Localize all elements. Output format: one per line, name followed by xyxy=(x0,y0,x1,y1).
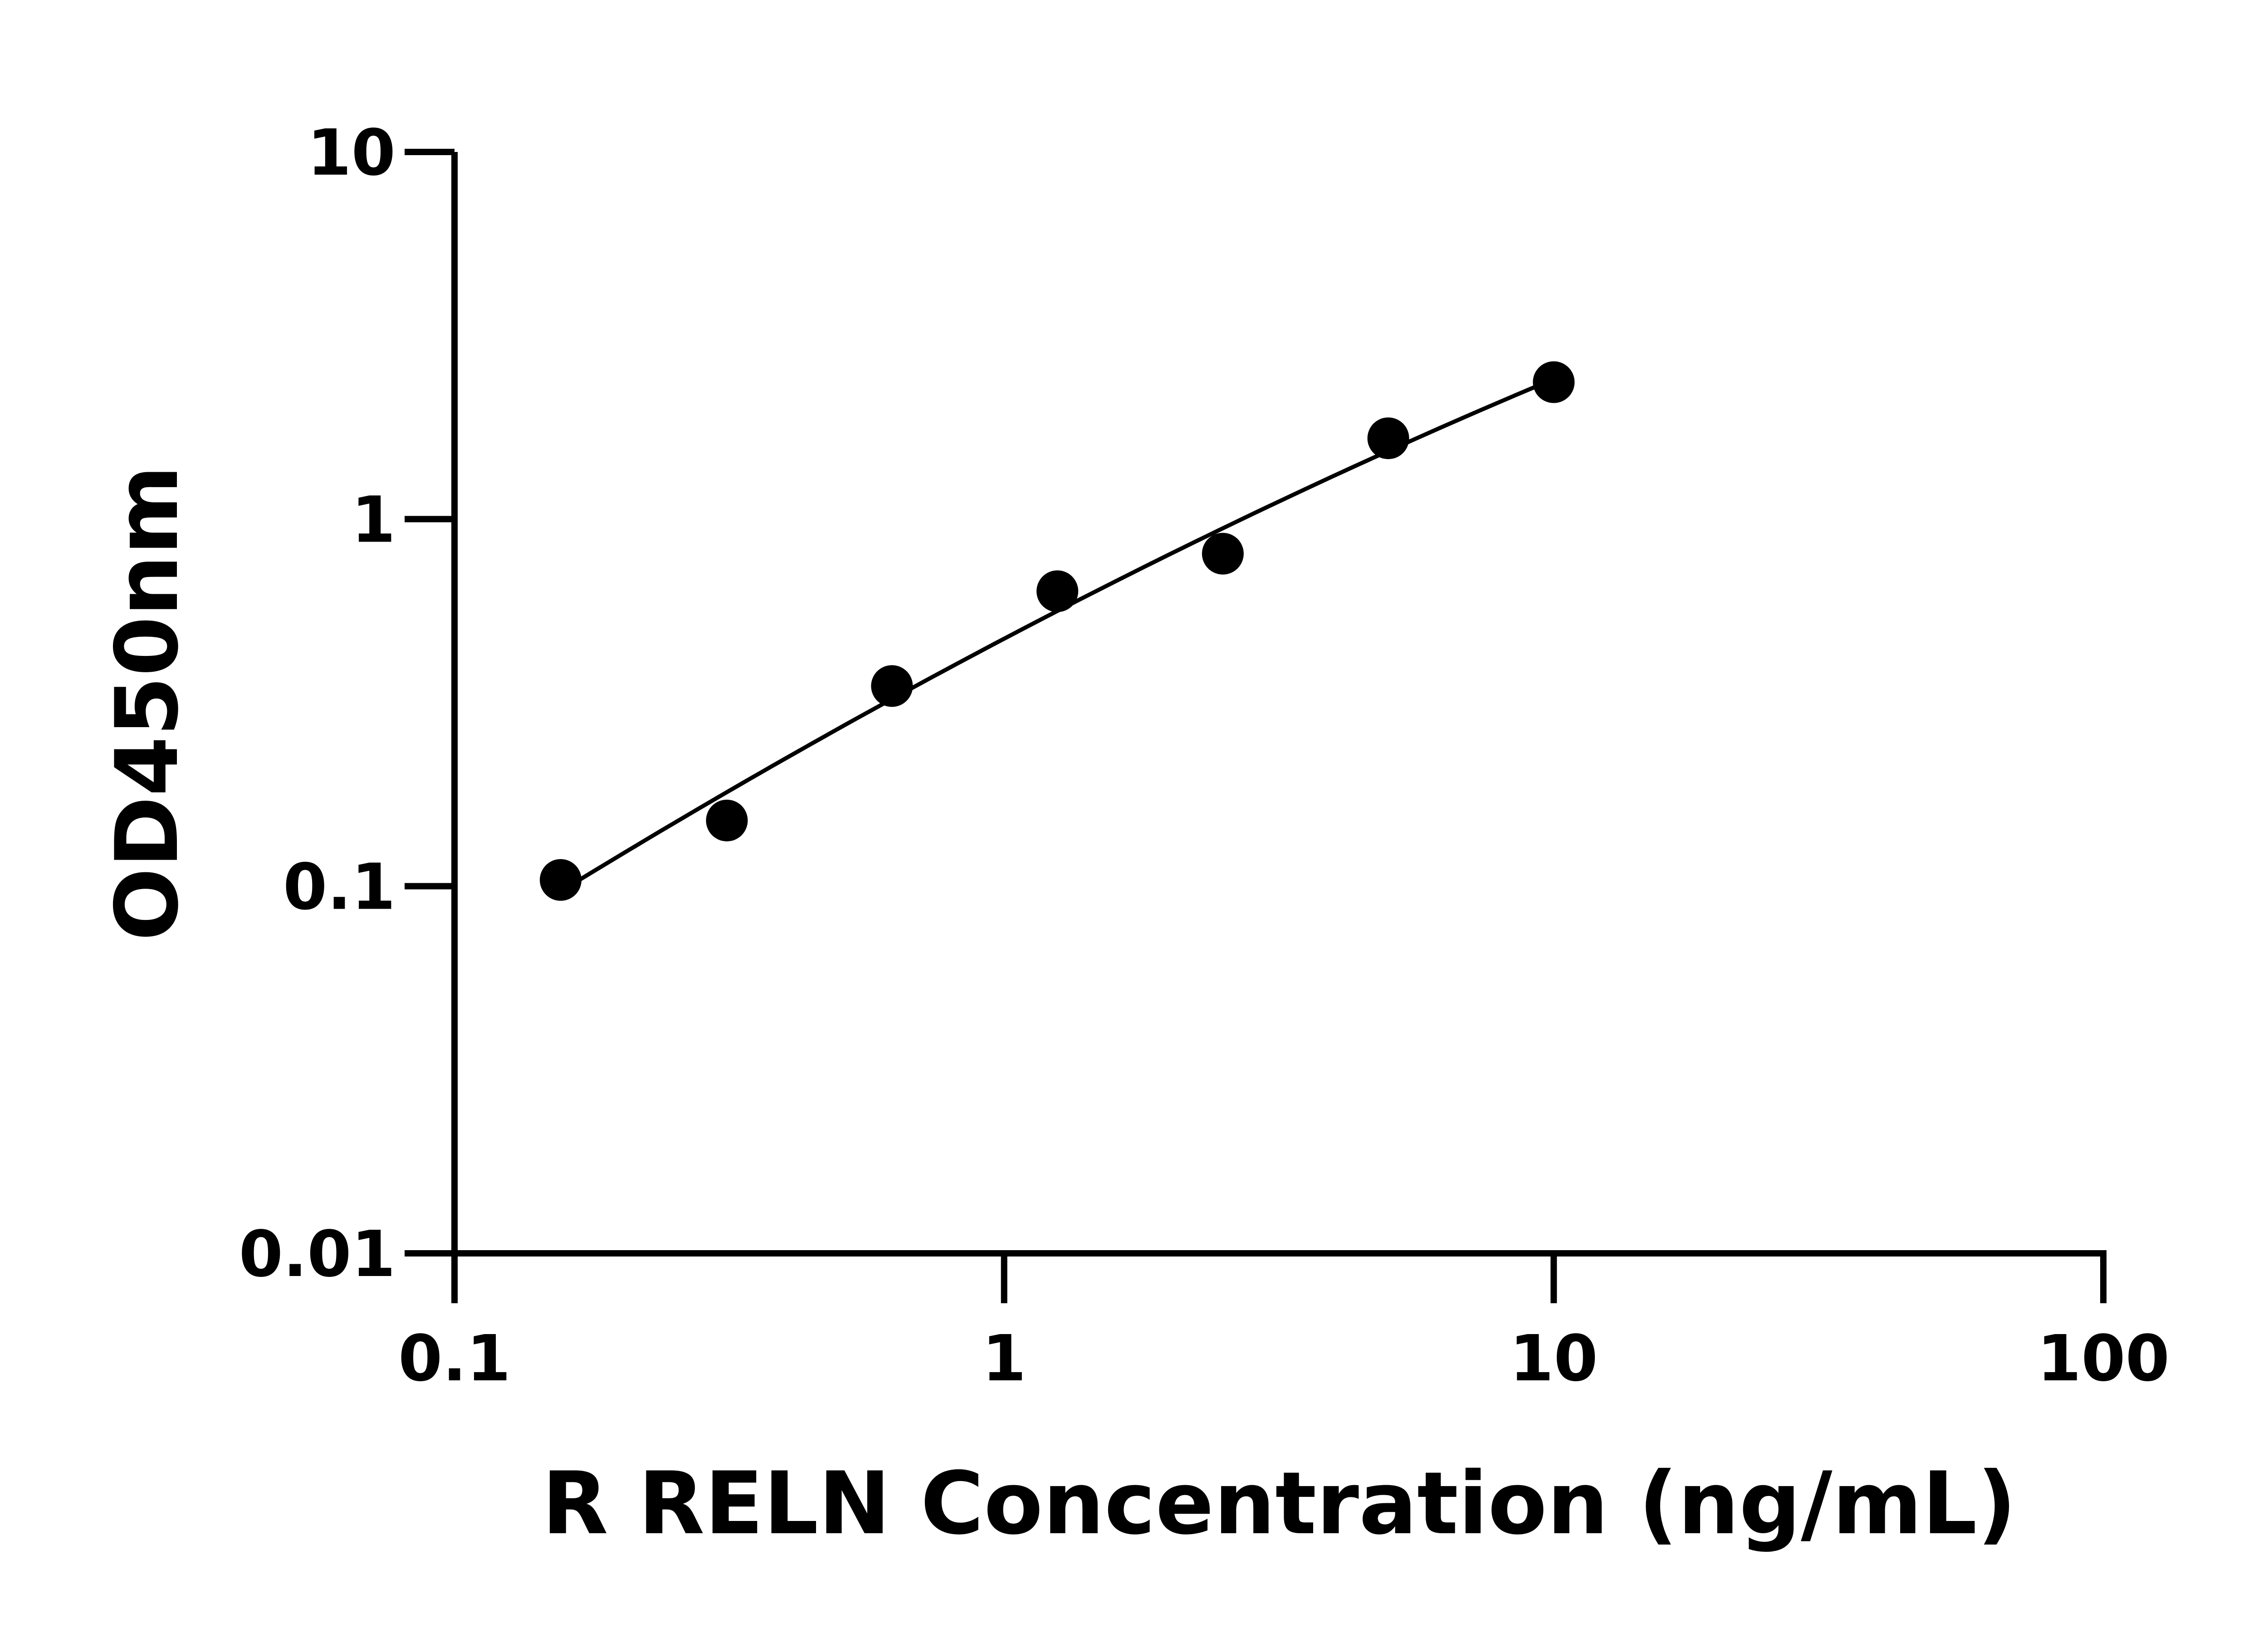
x-tick-label: 10 xyxy=(1510,1322,1598,1396)
y-tick-label: 0.01 xyxy=(239,1217,396,1291)
y-tick-label: 10 xyxy=(307,116,396,190)
y-tick-label: 1 xyxy=(352,483,396,557)
data-point xyxy=(1036,570,1079,612)
y-tick-label: 0.1 xyxy=(283,851,396,924)
x-tick-label: 1 xyxy=(982,1322,1026,1396)
data-point xyxy=(871,665,913,707)
data-point xyxy=(1202,533,1244,575)
data-point xyxy=(1533,361,1575,403)
data-point xyxy=(1367,417,1409,460)
y-axis-label: OD450nm xyxy=(97,465,197,941)
data-points-group xyxy=(540,361,1575,901)
x-tick-label: 0.1 xyxy=(398,1322,511,1396)
data-point xyxy=(706,799,748,841)
x-axis-label: R RELN Concentration (ng/mL) xyxy=(542,1453,2017,1554)
x-tick-label: 100 xyxy=(2037,1322,2170,1396)
data-point xyxy=(540,859,582,901)
